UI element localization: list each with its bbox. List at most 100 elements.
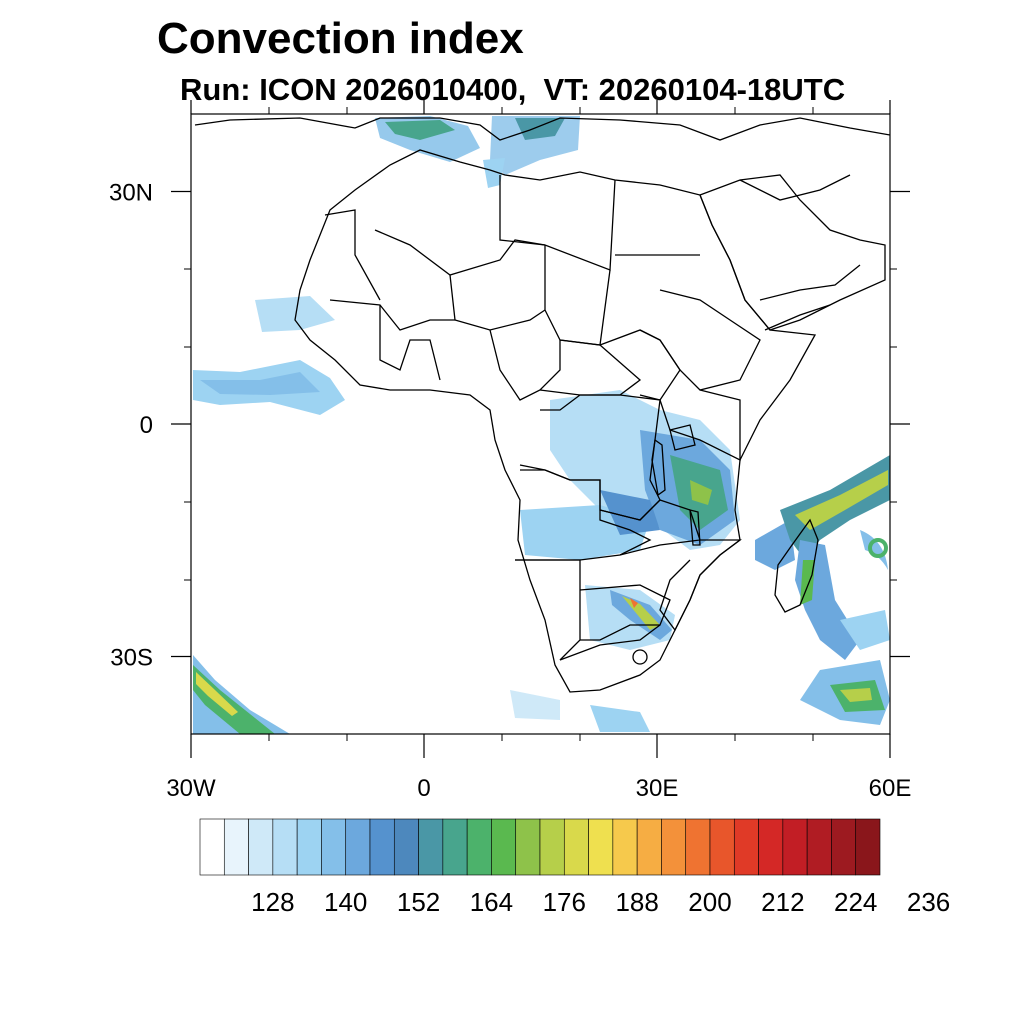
major-ticks: 30W 0 30E 60E 30N 0 30S — [109, 100, 911, 802]
border-yemen — [764, 304, 831, 331]
field-mediterranean-core — [385, 120, 455, 140]
colorbar-swatch — [685, 818, 711, 876]
field-zambia — [600, 490, 660, 535]
border-mozambique — [659, 539, 742, 632]
colorbar-swatch — [709, 818, 735, 876]
field-sw-front-hot — [196, 672, 238, 716]
border-cameroon — [489, 329, 561, 401]
border-south-africa — [559, 624, 661, 661]
colorbar-swatch — [369, 818, 395, 876]
border-south-sudan — [599, 329, 681, 401]
colorbar-label: 152 — [396, 887, 441, 917]
border-angola — [515, 469, 652, 561]
minor-ticks — [184, 107, 897, 741]
y-tick-label: 30N — [109, 180, 153, 207]
field-limpopo-hot — [630, 598, 638, 608]
colorbar-swatch — [321, 818, 347, 876]
field-atlantic-core — [200, 372, 320, 395]
border-sahara-w — [324, 209, 381, 301]
x-tick-label: 30W — [166, 775, 216, 802]
colorbar-label: 176 — [542, 887, 586, 917]
colorbar-swatch — [345, 818, 371, 876]
colorbar-swatch — [661, 818, 687, 876]
colorbar-swatch — [272, 818, 298, 876]
map-frame — [190, 113, 891, 735]
field-cyclone-ring — [868, 538, 888, 558]
colorbar-swatch — [831, 818, 857, 876]
x-tick-label: 0 — [417, 775, 430, 802]
lesotho-border — [632, 649, 648, 665]
colorbar-label: 224 — [834, 887, 878, 917]
colorbar-swatch — [806, 818, 832, 876]
border-arabia — [759, 264, 861, 301]
border-car — [539, 339, 642, 396]
colorbar-swatch — [248, 818, 274, 876]
colorbar-swatch — [199, 818, 225, 876]
field-senegal — [255, 296, 335, 332]
colorbar-label: 164 — [469, 887, 514, 917]
colorbar-swatch — [636, 818, 662, 876]
field-sw-front-core — [193, 665, 275, 734]
field-mozambique — [755, 520, 795, 570]
madagascar-coastline — [774, 518, 819, 613]
field-agulhas — [590, 705, 650, 732]
colorbar-swatch — [612, 818, 638, 876]
field-south-east-tail — [840, 610, 890, 650]
lake-victoria — [669, 424, 696, 451]
border-west-2 — [379, 305, 441, 381]
field-indian-core — [795, 470, 888, 530]
colorbar-label: 140 — [324, 887, 368, 917]
colorbar-label: 128 — [251, 887, 295, 917]
field-nw-africa — [483, 158, 505, 188]
colorbar-swatch — [563, 818, 589, 876]
colorbar-swatch — [491, 818, 517, 876]
border-niger-nigeria — [449, 274, 546, 331]
map-title: Convection index — [157, 14, 524, 63]
colorbar-swatch — [223, 818, 249, 876]
border-kenya-tanzania — [659, 389, 741, 462]
field-madagascar-core — [800, 560, 815, 605]
colorbar-swatch — [466, 818, 492, 876]
field-tanzania-hot — [690, 480, 712, 505]
x-tick-label: 60E — [869, 775, 912, 802]
colorbar-label: 200 — [688, 887, 732, 917]
coastlines-and-borders — [194, 117, 890, 693]
colorbar-swatch — [733, 818, 759, 876]
border-ethiopia — [639, 289, 761, 391]
colorbar — [199, 818, 881, 876]
colorbar-label: 212 — [761, 887, 805, 917]
x-tick-label: 30E — [636, 775, 679, 802]
convection-field — [193, 116, 890, 734]
arabia-coastline — [699, 174, 886, 331]
border-mali — [374, 229, 546, 276]
field-ionian-core — [515, 118, 565, 140]
colorbar-swatch — [539, 818, 565, 876]
lake-malawi — [689, 509, 701, 546]
colorbar-swatch — [782, 818, 808, 876]
field-limpopo-core — [622, 596, 660, 630]
border-namibia-botswana — [515, 559, 581, 661]
border-west — [329, 299, 455, 331]
field-south-scatter — [510, 690, 560, 720]
colorbar-swatch — [442, 818, 468, 876]
lake-tanganyika — [651, 438, 666, 497]
field-south-indian-hot — [840, 688, 872, 702]
border-libya-chad — [499, 175, 616, 271]
colorbar-label: 188 — [615, 887, 659, 917]
colorbar-swatch — [758, 818, 784, 876]
colorbar-swatch — [855, 818, 881, 876]
border-iraq — [739, 174, 851, 201]
colorbar-label: 236 — [906, 887, 951, 917]
border-sudan — [544, 245, 611, 346]
europe-coastline — [194, 117, 890, 141]
field-cyclone — [860, 530, 888, 570]
colorbar-swatch — [296, 818, 322, 876]
colorbar-swatch — [393, 818, 419, 876]
y-tick-label: 0 — [140, 412, 153, 439]
map-subtitle: Run: ICON 2026010400, VT: 20260104-18UTC — [180, 72, 846, 107]
colorbar-swatch — [515, 818, 541, 876]
colorbar-swatch — [588, 818, 614, 876]
y-tick-label: 30S — [110, 645, 153, 672]
colorbar-swatch — [418, 818, 444, 876]
